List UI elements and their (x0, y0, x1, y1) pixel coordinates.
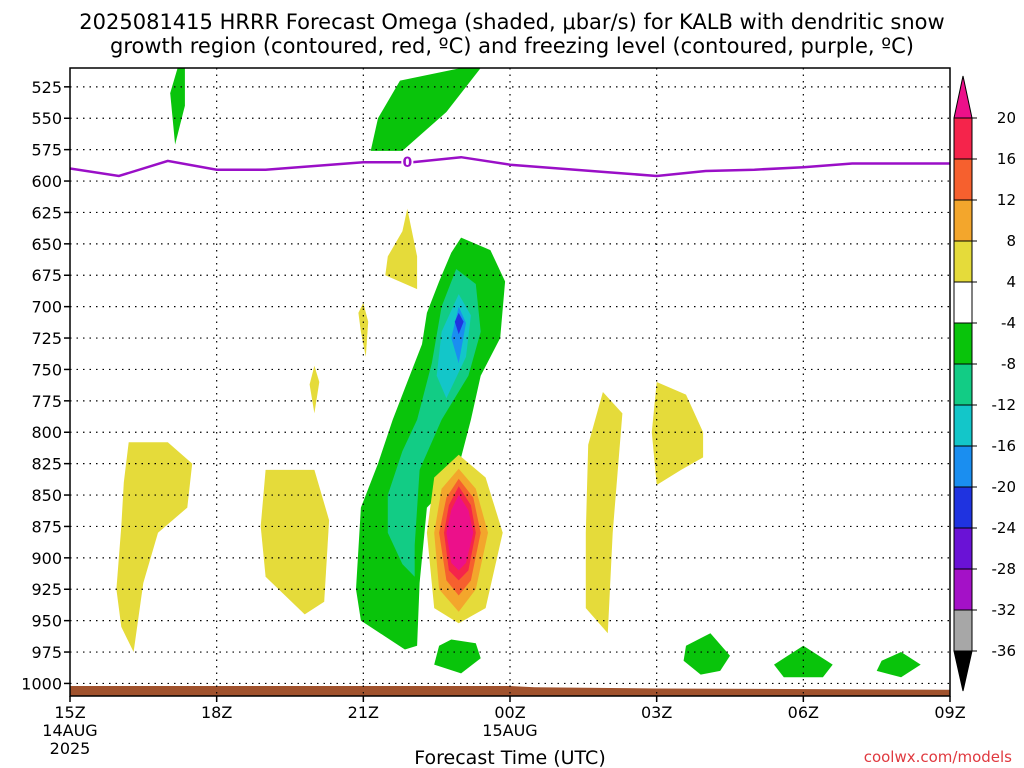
y-tick-label: 750 (31, 360, 62, 379)
y-tick-label: 725 (31, 329, 62, 348)
omega-region-14 (446, 495, 474, 571)
colorbar-bin (953, 609, 973, 652)
freezing-level-label-bg (401, 154, 414, 171)
y-tick-label: 550 (31, 109, 62, 128)
omega-region-16 (260, 469, 330, 615)
colorbar-bin (953, 281, 973, 324)
omega-region-22 (876, 652, 921, 678)
y-tick-label: 625 (31, 203, 62, 222)
colorbar-label: -8 (1001, 355, 1016, 373)
colorbar-bin (953, 445, 973, 488)
omega-region-21 (774, 645, 833, 678)
colorbar-label: -28 (992, 560, 1017, 578)
colorbar-bin (953, 322, 973, 365)
y-tick-label: 700 (31, 298, 62, 317)
omega-region-0 (170, 68, 185, 145)
colorbar-label: -4 (1001, 314, 1016, 332)
colorbar-bin (953, 240, 973, 283)
freezing-level-label: 0 (402, 155, 412, 171)
y-tick-label: 775 (31, 392, 62, 411)
colorbar-label: -36 (992, 642, 1017, 660)
colorbar-label: 20 (997, 109, 1016, 127)
x-axis-label: Forecast Time (UTC) (414, 747, 605, 768)
omega-shading (116, 68, 921, 678)
omega-region-20 (683, 633, 730, 675)
colorbar-label: 8 (1006, 232, 1016, 250)
y-tick-label: 650 (31, 235, 62, 254)
colorbar-label: -12 (992, 396, 1017, 414)
x-tick-sublabel: 2025 (50, 739, 91, 758)
y-tick-label: 525 (31, 78, 62, 97)
omega-region-9 (454, 312, 464, 335)
y-tick-label: 825 (31, 455, 62, 474)
x-tick-sublabel: 14AUG (42, 721, 97, 740)
x-tick-label: 00Z (494, 703, 525, 722)
omega-region-17 (585, 392, 623, 634)
y-tick-label: 900 (31, 549, 62, 568)
x-tick-label: 03Z (641, 703, 672, 722)
terrain-band (70, 685, 950, 696)
y-tick-label: 575 (31, 141, 62, 160)
colorbar-label: -32 (992, 601, 1017, 619)
colorbar-over-triangle (953, 75, 973, 119)
omega-region-2 (385, 208, 418, 290)
y-axis-ticks: 525 550 575 600 625 650 675 700 725 750 775 800 825 8… (21, 78, 70, 693)
y-tick-label: 850 (31, 486, 62, 505)
colorbar-bin (953, 404, 973, 447)
omega-region-19 (434, 639, 481, 674)
colorbar-bin (953, 158, 973, 201)
colorbar-bin (953, 486, 973, 529)
chart-title-line1: 2025081415 HRRR Forecast Omega (shaded, … (79, 10, 944, 34)
y-tick-label: 875 (31, 517, 62, 536)
x-tick-label: 18Z (201, 703, 232, 722)
credit-text: coolwx.com/models (864, 748, 1012, 766)
colorbar-label: -24 (992, 519, 1017, 537)
x-tick-label: 21Z (348, 703, 379, 722)
omega-region-1 (370, 68, 481, 151)
colorbar-under-triangle (953, 650, 973, 692)
colorbar-bin (953, 117, 973, 160)
y-tick-label: 925 (31, 580, 62, 599)
y-tick-label: 975 (31, 643, 62, 662)
grid (70, 68, 950, 696)
y-tick-label: 600 (31, 172, 62, 191)
omega-region-3 (358, 302, 369, 357)
x-tick-label: 06Z (788, 703, 819, 722)
y-tick-label: 950 (31, 612, 62, 631)
colorbar: 20 16 12 8 4 -4 -8 -12 -16 -20 -24 -28 -32 -36 (953, 75, 1017, 692)
chart-title-line2: growth region (contoured, red, ºC) and f… (110, 34, 914, 58)
colorbar-label: 16 (997, 150, 1016, 168)
y-tick-label: 1000 (21, 674, 62, 693)
freezing-level: 0 (70, 154, 950, 178)
x-tick-sublabel: 15AUG (482, 721, 537, 740)
colorbar-label: -20 (992, 478, 1017, 496)
x-tick-label: 09Z (934, 703, 965, 722)
freezing-level-line (70, 155, 950, 178)
colorbar-bin (953, 568, 973, 611)
y-tick-label: 675 (31, 266, 62, 285)
omega-region-4 (309, 365, 320, 414)
colorbar-bin (953, 199, 973, 242)
colorbar-bin (953, 527, 973, 570)
plot-area: 0 (70, 68, 950, 696)
terrain (70, 685, 950, 696)
x-tick-label: 15Z (54, 703, 85, 722)
colorbar-bin (953, 363, 973, 406)
y-tick-label: 800 (31, 423, 62, 442)
colorbar-label: -16 (992, 437, 1017, 455)
colorbar-label: 4 (1006, 273, 1016, 291)
colorbar-label: 12 (997, 191, 1016, 209)
omega-region-18 (651, 382, 704, 485)
